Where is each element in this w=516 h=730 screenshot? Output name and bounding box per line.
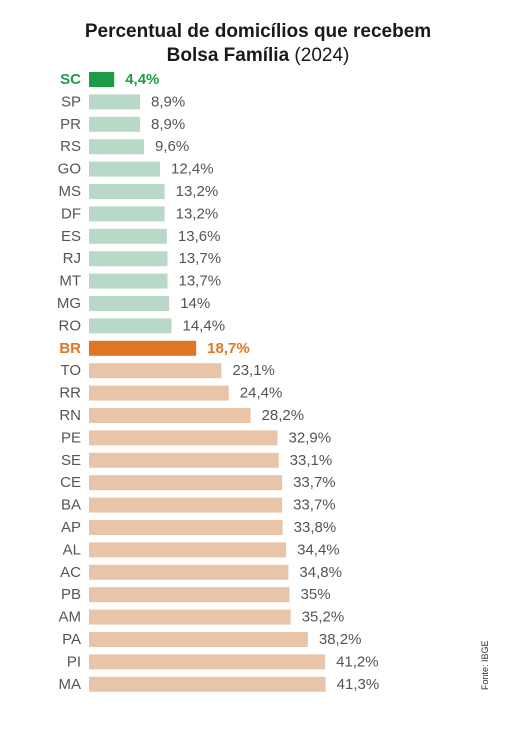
bar-rn	[89, 408, 251, 423]
bar-br	[89, 340, 197, 356]
category-label-df: DF	[61, 205, 81, 222]
value-label-ma: 41,3%	[337, 676, 380, 693]
category-label-se: SE	[61, 452, 81, 469]
chart-title: Percentual de domicílios que recebem Bol…	[0, 20, 516, 68]
bar-pa	[89, 632, 308, 647]
value-label-rs: 9,6%	[155, 138, 189, 155]
category-label-ac: AC	[60, 564, 81, 581]
value-label-pa: 38,2%	[319, 631, 362, 648]
bar-pb	[89, 587, 290, 603]
value-label-sc: 4,4%	[125, 71, 159, 88]
category-label-al: AL	[63, 541, 81, 558]
category-label-ma: MA	[59, 676, 82, 693]
bar-pr	[89, 116, 140, 132]
bar-pi	[89, 654, 326, 670]
category-label-to: TO	[60, 362, 81, 379]
category-label-mt: MT	[59, 273, 81, 290]
value-label-sp: 8,9%	[151, 93, 185, 110]
value-label-go: 12,4%	[171, 161, 214, 178]
bar-ce	[89, 475, 283, 491]
source-note: Fonte: IBGE	[480, 640, 490, 690]
category-label-ro: RO	[59, 317, 82, 334]
value-label-rj: 13,7%	[179, 250, 222, 267]
bar-mg	[89, 296, 170, 311]
category-label-ce: CE	[60, 474, 81, 491]
value-label-ro: 14,4%	[183, 317, 226, 334]
category-label-pa: PA	[62, 631, 81, 648]
value-label-ce: 33,7%	[293, 474, 336, 491]
bar-sc	[89, 72, 115, 87]
bar-ro	[89, 318, 172, 334]
bar-am	[89, 609, 291, 625]
value-label-pr: 8,9%	[151, 116, 185, 133]
category-label-pi: PI	[67, 653, 81, 670]
value-label-mt: 13,7%	[179, 273, 222, 290]
bar-mt	[89, 273, 168, 289]
value-label-ac: 34,8%	[299, 564, 342, 581]
category-label-rs: RS	[60, 138, 81, 155]
value-label-pe: 32,9%	[289, 429, 332, 446]
category-label-ba: BA	[61, 497, 81, 514]
value-label-al: 34,4%	[297, 541, 340, 558]
value-label-mg: 14%	[180, 295, 210, 312]
bar-ma	[89, 676, 326, 692]
category-label-rj: RJ	[63, 250, 81, 267]
category-label-pb: PB	[61, 586, 81, 603]
value-label-am: 35,2%	[302, 609, 345, 626]
bar-rr	[89, 385, 229, 401]
value-label-df: 13,2%	[176, 205, 219, 222]
value-label-se: 33,1%	[290, 452, 333, 469]
value-label-ms: 13,2%	[176, 183, 219, 200]
bar-ms	[89, 184, 165, 199]
value-label-pb: 35%	[301, 586, 331, 603]
value-label-pi: 41,2%	[336, 653, 379, 670]
category-label-sp: SP	[61, 93, 81, 110]
bar-es	[89, 228, 167, 244]
category-label-mg: MG	[57, 295, 81, 312]
chart-title-bold: Bolsa Família	[166, 45, 290, 66]
bar-go	[89, 161, 161, 177]
chart-title-line1: Percentual de domicílios que recebem	[84, 21, 432, 42]
bar-se	[89, 452, 279, 468]
category-label-go: GO	[58, 161, 81, 178]
bar-to	[89, 363, 222, 379]
value-label-ap: 33,8%	[294, 519, 337, 536]
value-label-rn: 28,2%	[262, 407, 305, 424]
value-label-es: 13,6%	[178, 228, 221, 245]
bar-rj	[89, 251, 168, 267]
category-label-es: ES	[61, 228, 81, 245]
category-label-rr: RR	[59, 385, 81, 402]
category-label-br: BR	[59, 340, 81, 357]
category-label-ms: MS	[59, 183, 82, 200]
bar-rs	[89, 139, 145, 155]
category-label-ap: AP	[61, 519, 81, 536]
value-label-to: 23,1%	[232, 362, 275, 379]
value-label-br: 18,7%	[207, 340, 250, 357]
bar-pe	[89, 430, 278, 446]
category-label-sc: SC	[60, 71, 81, 88]
category-label-rn: RN	[59, 407, 81, 424]
category-label-am: AM	[59, 609, 82, 626]
bar-ba	[89, 497, 283, 513]
bar-df	[89, 206, 165, 222]
bar-sp	[89, 94, 140, 110]
chart-title-year: (2024)	[294, 45, 350, 66]
bar-al	[89, 542, 287, 558]
value-label-rr: 24,4%	[240, 385, 283, 402]
bar-ac	[89, 564, 289, 580]
category-label-pe: PE	[61, 429, 81, 446]
value-label-ba: 33,7%	[293, 497, 336, 514]
category-label-pr: PR	[60, 116, 81, 133]
bar-ap	[89, 520, 283, 535]
